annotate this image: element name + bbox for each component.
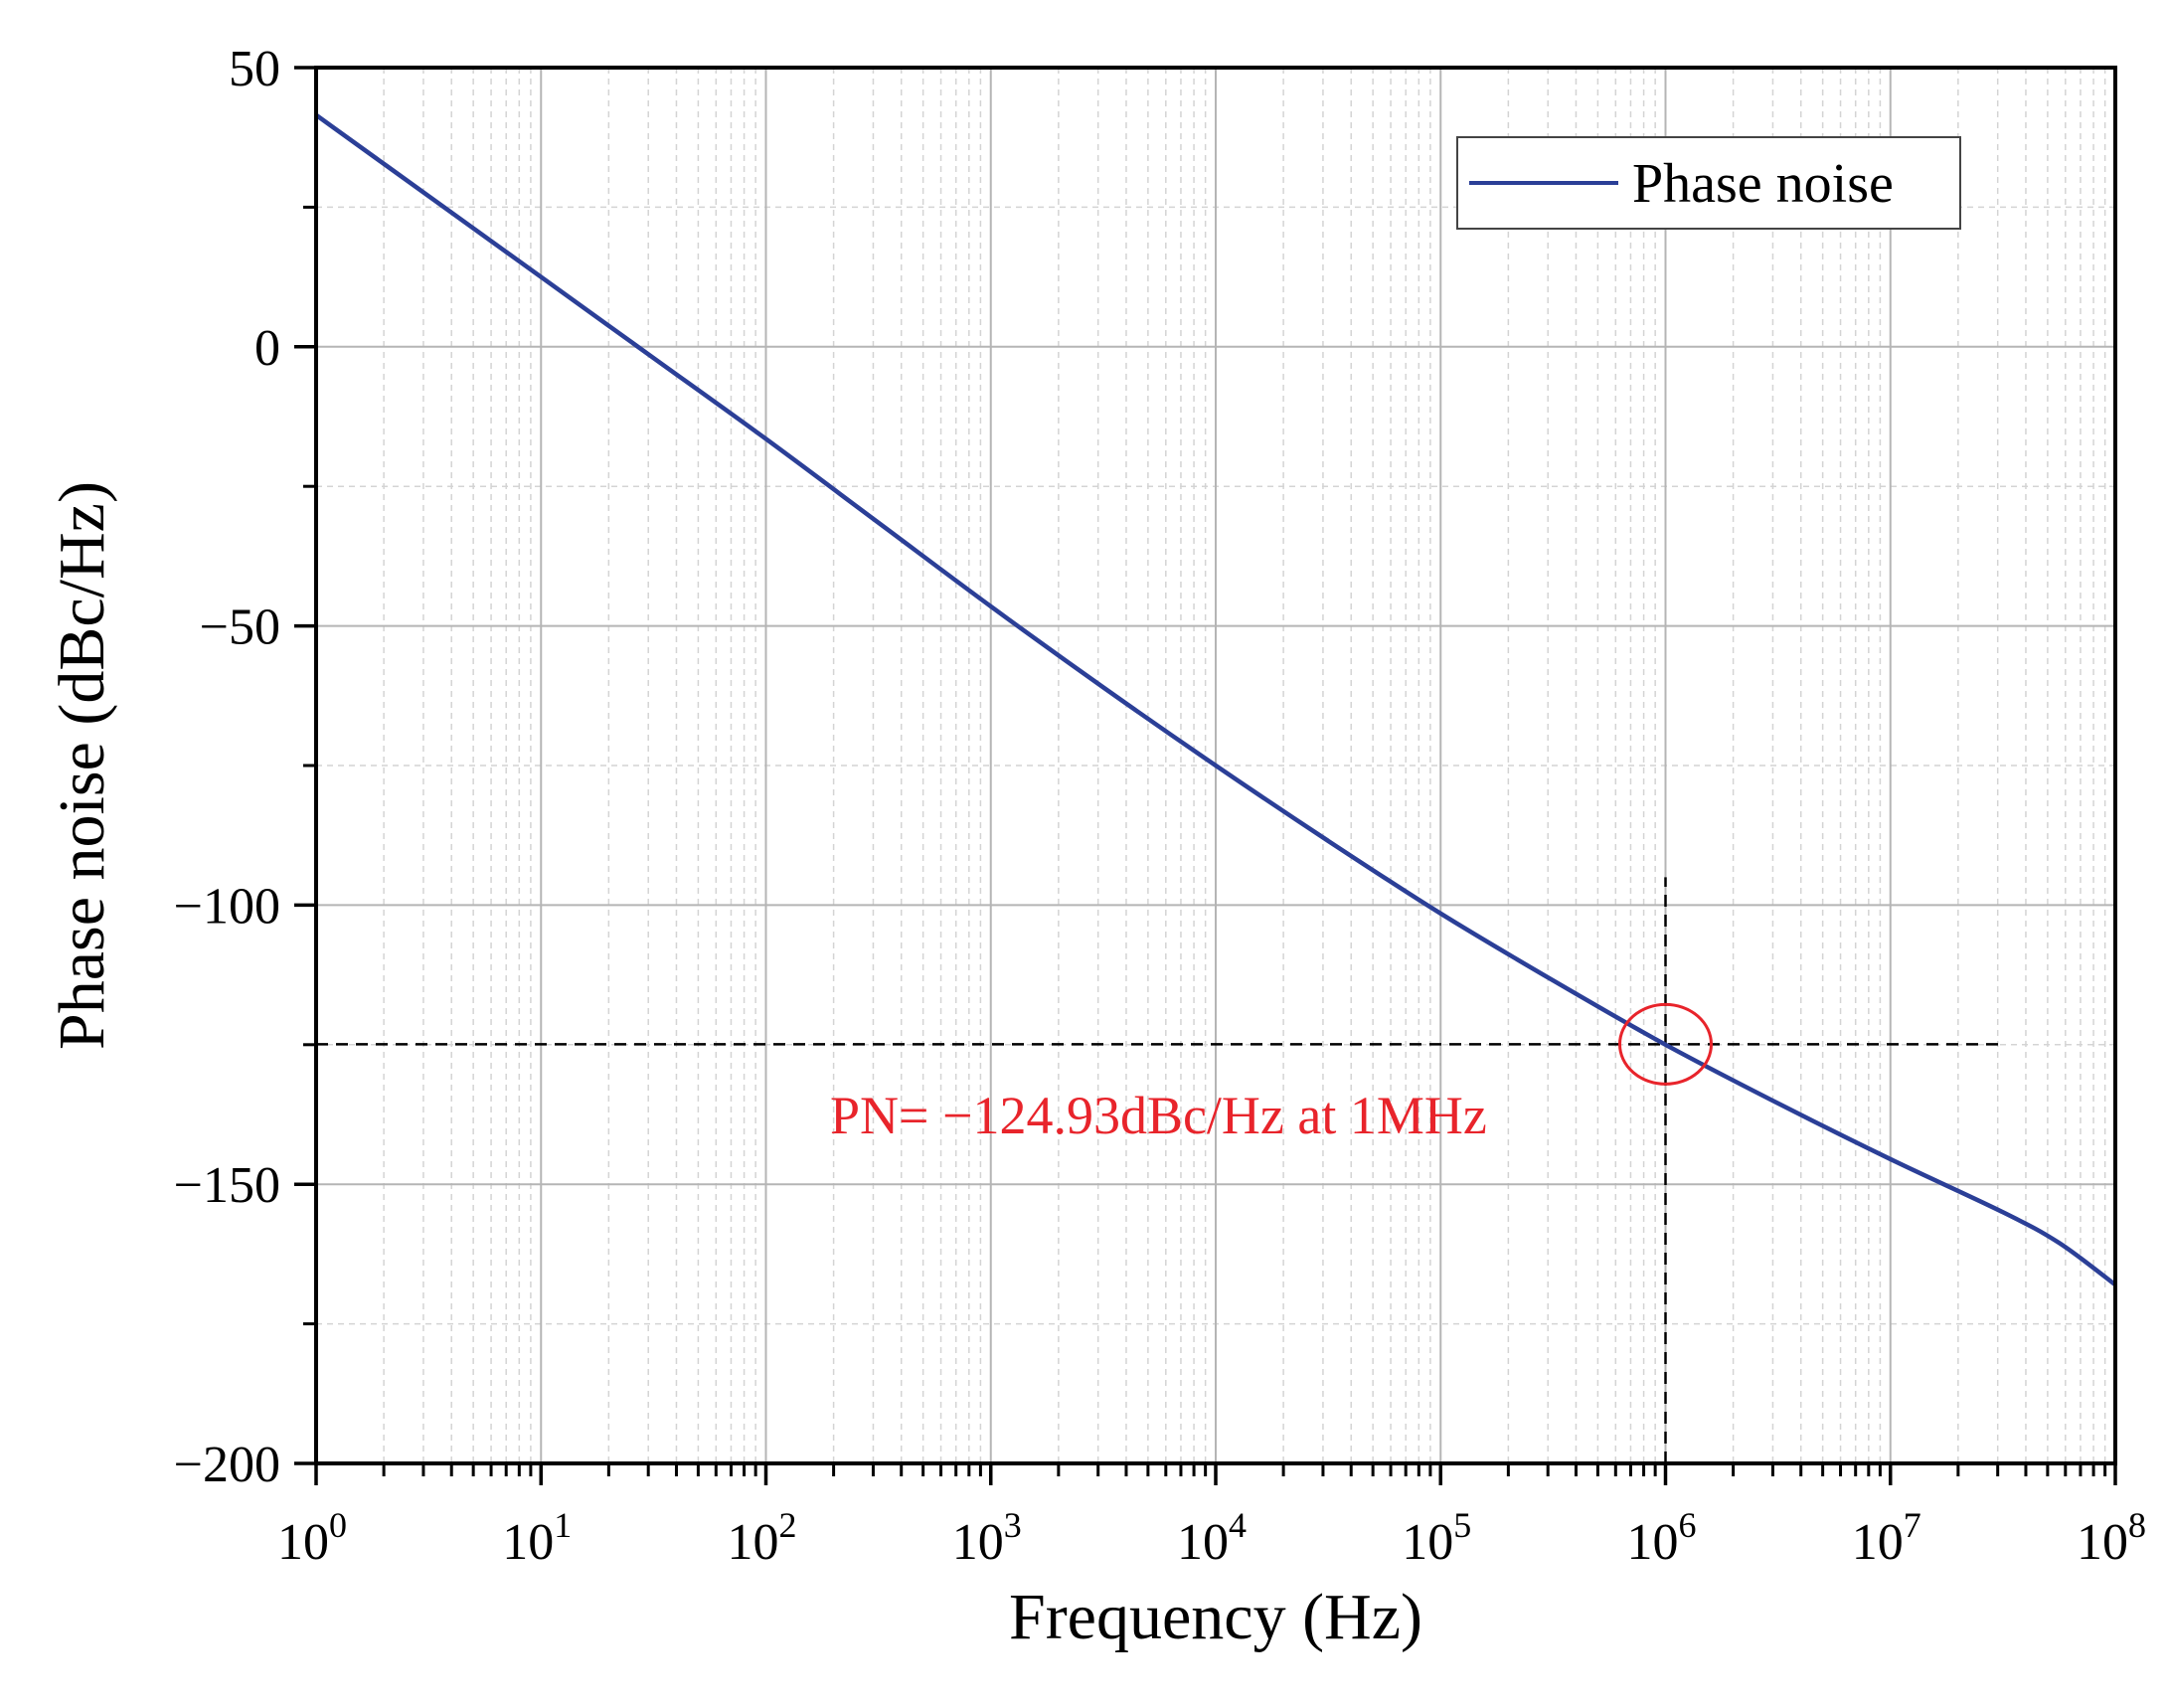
- y-tick-label: −200: [174, 1437, 280, 1493]
- x-tick-exponent: 8: [2128, 1505, 2146, 1545]
- legend: Phase noise: [1456, 136, 1961, 230]
- x-tick-label: 103: [952, 1505, 1022, 1571]
- x-tick-exponent: 4: [1229, 1505, 1247, 1545]
- annotation: PN= −124.93dBc/Hz at 1MHz: [830, 1002, 1713, 1145]
- series-layer: [314, 112, 2117, 1287]
- x-tick-exponent: 7: [1904, 1505, 1921, 1545]
- x-tick-exponent: 1: [554, 1505, 572, 1545]
- x-tick-exponent: 3: [1004, 1505, 1022, 1545]
- axis-ticks: [294, 66, 2117, 1485]
- y-tick-label: −100: [174, 878, 280, 935]
- x-tick-label: 104: [1177, 1505, 1247, 1571]
- y-tick-label: −50: [200, 599, 280, 656]
- series-line-phase-noise: [314, 112, 2117, 1287]
- x-tick-label: 108: [2077, 1505, 2146, 1571]
- legend-label-phase-noise: Phase noise: [1632, 153, 1894, 215]
- x-tick-label: 106: [1627, 1505, 1697, 1571]
- x-tick-label: 105: [1402, 1505, 1471, 1571]
- x-tick-exponent: 6: [1679, 1505, 1697, 1545]
- x-tick-label: 100: [277, 1505, 347, 1571]
- minor-grid: [316, 68, 2115, 1463]
- annotation-circle-marker: [1618, 1002, 1713, 1086]
- y-tick-label: −150: [174, 1157, 280, 1214]
- x-tick-exponent: 2: [779, 1505, 797, 1545]
- x-tick-label: 102: [728, 1505, 797, 1571]
- x-tick-label: 107: [1852, 1505, 1921, 1571]
- x-tick-exponent: 0: [329, 1505, 347, 1545]
- x-tick-exponent: 5: [1453, 1505, 1471, 1545]
- y-axis-title: Phase noise (dBc/Hz): [46, 481, 118, 1050]
- y-tick-label: 0: [254, 320, 280, 377]
- x-tick-label: 101: [502, 1505, 572, 1571]
- annotation-label: PN= −124.93dBc/Hz at 1MHz: [830, 1086, 1487, 1145]
- x-axis-title: Frequency (Hz): [1009, 1581, 1422, 1653]
- plot-frame: [314, 66, 2117, 1465]
- y-tick-label: 50: [229, 41, 280, 97]
- reference-dashed-lines: [316, 877, 2003, 1463]
